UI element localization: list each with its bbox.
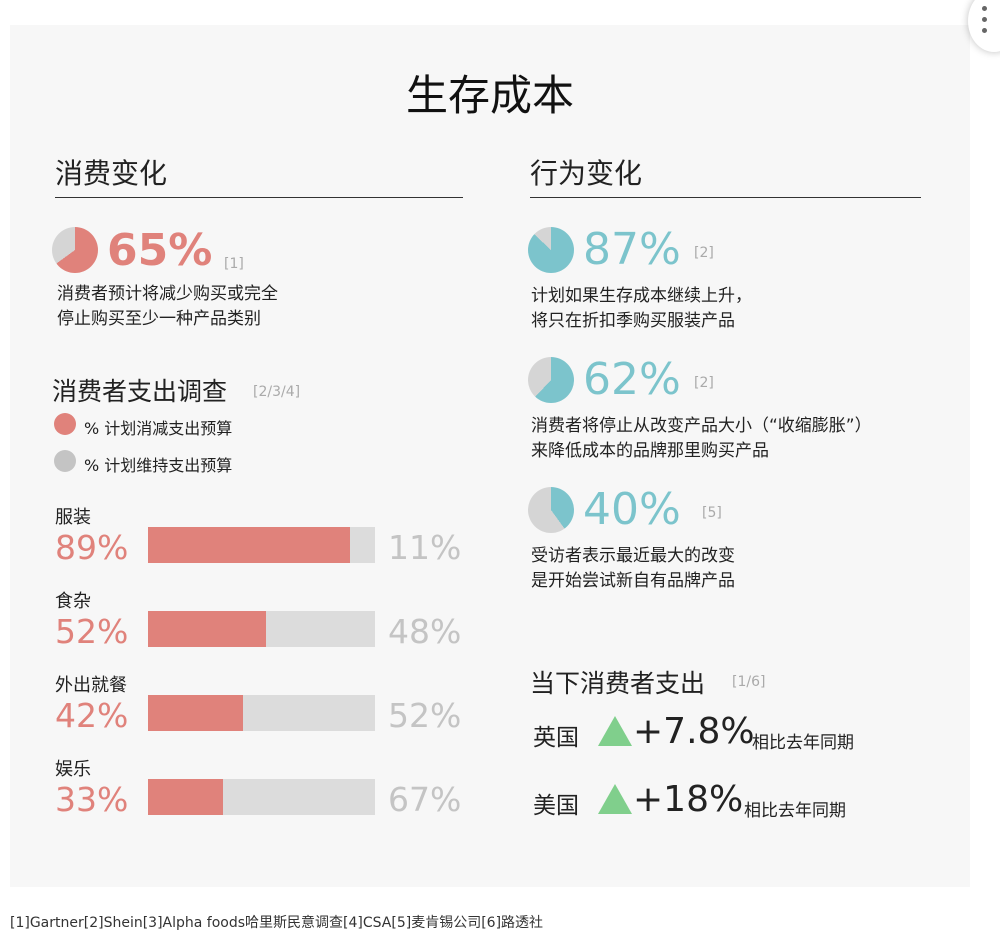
legend-label: % 计划维持支出预算 bbox=[84, 456, 233, 475]
stat-value: 65% bbox=[107, 225, 213, 276]
spend-note: 相比去年同期 bbox=[744, 801, 846, 821]
dot-icon bbox=[982, 6, 987, 11]
pie-icon bbox=[528, 357, 574, 403]
footnote: [1]Gartner[2]Shein[3]Alpha foods哈里斯民意调查[… bbox=[10, 915, 544, 931]
dot-icon bbox=[982, 28, 987, 33]
pie-icon bbox=[528, 487, 574, 533]
desc-line: 受访者表示最近最大的改变 bbox=[531, 546, 735, 566]
stat-value: 40% bbox=[583, 484, 681, 535]
bar-value-label: 42% bbox=[55, 696, 129, 735]
bar-track bbox=[148, 527, 375, 563]
pie-icon bbox=[52, 227, 98, 273]
bar-fill bbox=[148, 779, 223, 815]
infographic-panel bbox=[10, 25, 970, 887]
legend-dot-gray bbox=[54, 450, 76, 472]
bar-fill bbox=[148, 611, 267, 647]
stat-ref: [5] bbox=[702, 505, 722, 521]
spend-change: +7.8% bbox=[633, 711, 755, 752]
stat-desc: 消费者将停止从改变产品大小（“收缩膨胀”） 来降低成本的品牌那里购买产品 bbox=[531, 414, 872, 464]
right-heading: 行为变化 bbox=[530, 157, 643, 190]
stat-ref: [1] bbox=[224, 256, 244, 272]
desc-line: 消费者将停止从改变产品大小（“收缩膨胀”） bbox=[531, 416, 872, 436]
bar-remaining-label: 52% bbox=[388, 696, 462, 735]
bar-category-label: 食杂 bbox=[55, 591, 91, 612]
bar-category-label: 外出就餐 bbox=[55, 675, 127, 696]
spend-change: +18% bbox=[633, 779, 744, 820]
bar-category-label: 娱乐 bbox=[55, 759, 91, 780]
bar-remaining-label: 48% bbox=[388, 612, 462, 651]
divider bbox=[55, 197, 463, 198]
pie-icon bbox=[528, 227, 574, 273]
up-arrow-icon bbox=[598, 784, 632, 814]
legend-dot-red bbox=[54, 413, 76, 435]
bar-value-label: 52% bbox=[55, 612, 129, 651]
stat-ref: [2] bbox=[694, 375, 714, 391]
more-options-button[interactable] bbox=[968, 0, 1000, 52]
bar-fill bbox=[148, 527, 351, 563]
bar-remaining-label: 11% bbox=[388, 528, 462, 567]
spend-ref: [1/6] bbox=[732, 674, 766, 690]
bar-remaining-label: 67% bbox=[388, 780, 462, 819]
desc-line: 停止购买至少一种产品类别 bbox=[57, 309, 261, 329]
spend-note: 相比去年同期 bbox=[752, 733, 854, 753]
bar-track bbox=[148, 695, 375, 731]
desc-line: 是开始尝试新自有品牌产品 bbox=[531, 571, 735, 591]
country-label: 英国 bbox=[533, 725, 579, 751]
bar-value-label: 33% bbox=[55, 780, 129, 819]
stat-desc: 计划如果生存成本继续上升， 将只在折扣季购买服装产品 bbox=[531, 284, 752, 334]
stat-ref: [2] bbox=[694, 245, 714, 261]
stat-value: 87% bbox=[583, 224, 681, 275]
bar-value-label: 89% bbox=[55, 528, 129, 567]
page-title: 生存成本 bbox=[405, 71, 574, 120]
desc-line: 来降低成本的品牌那里购买产品 bbox=[531, 441, 769, 461]
survey-heading: 消费者支出调查 bbox=[52, 377, 228, 406]
country-label: 美国 bbox=[533, 793, 579, 819]
left-heading: 消费变化 bbox=[55, 157, 168, 190]
stat-desc: 受访者表示最近最大的改变 是开始尝试新自有品牌产品 bbox=[531, 544, 735, 594]
bar-track bbox=[148, 779, 375, 815]
desc-line: 消费者预计将减少购买或完全 bbox=[57, 284, 278, 304]
bar-category-label: 服装 bbox=[55, 507, 91, 528]
divider bbox=[530, 197, 921, 198]
legend-label: % 计划消减支出预算 bbox=[84, 419, 233, 438]
stat-desc: 消费者预计将减少购买或完全 停止购买至少一种产品类别 bbox=[57, 282, 278, 332]
desc-line: 计划如果生存成本继续上升， bbox=[531, 286, 752, 306]
up-arrow-icon bbox=[598, 716, 632, 746]
dot-icon bbox=[982, 17, 987, 22]
spend-heading: 当下消费者支出 bbox=[530, 669, 706, 698]
stat-value: 62% bbox=[583, 354, 681, 405]
survey-ref: [2/3/4] bbox=[253, 384, 301, 400]
bar-track bbox=[148, 611, 375, 647]
desc-line: 将只在折扣季购买服装产品 bbox=[531, 311, 735, 331]
bar-fill bbox=[148, 695, 244, 731]
